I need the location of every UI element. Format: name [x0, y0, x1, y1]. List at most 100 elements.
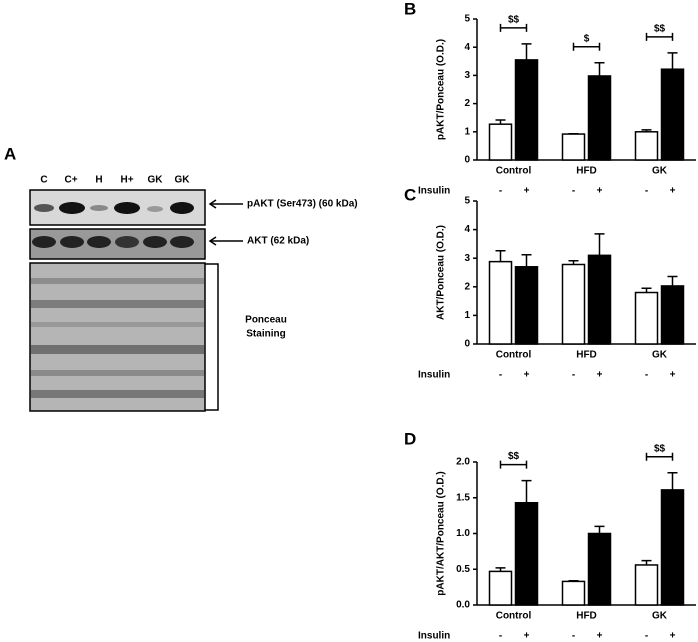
stain-label: Staining — [246, 329, 285, 340]
x-tick-label: GK — [652, 166, 668, 177]
blot-akt — [29, 228, 206, 260]
bar — [587, 532, 612, 606]
y-tick-label: 2 — [464, 98, 470, 109]
y-tick-label: 0.0 — [456, 600, 470, 611]
y-tick-label: 3 — [464, 253, 470, 264]
lane-label: GK — [148, 175, 164, 186]
x-tick-label: HFD — [576, 166, 597, 177]
panel-label: C — [404, 185, 416, 204]
x-tick-label: GK — [652, 611, 668, 622]
insulin-sign: + — [670, 370, 676, 381]
error-bar — [568, 579, 579, 582]
bar — [660, 489, 685, 606]
significance-bracket — [645, 452, 674, 461]
y-tick-label: 5 — [464, 196, 470, 207]
insulin-sign: - — [645, 370, 648, 381]
error-bar — [594, 61, 605, 76]
error-bar — [495, 567, 506, 572]
stain-label: Ponceau — [245, 315, 287, 326]
insulin-sign: - — [572, 631, 575, 642]
band-label: AKT (62 kDa) — [247, 236, 309, 247]
insulin-sign: - — [499, 370, 502, 381]
insulin-sign: - — [499, 186, 502, 197]
significance-bracket — [645, 32, 674, 41]
x-tick-label: Control — [496, 611, 532, 622]
y-tick-label: 0 — [464, 155, 470, 166]
y-tick-label: 5 — [464, 14, 470, 25]
insulin-sign: + — [524, 186, 530, 197]
insulin-sign: + — [524, 631, 530, 642]
insulin-sign: + — [597, 370, 603, 381]
x-tick-label: Control — [496, 166, 532, 177]
error-bar — [521, 479, 532, 503]
significance-label: $$ — [508, 14, 520, 25]
bar — [587, 75, 612, 161]
bar — [514, 266, 539, 345]
y-tick-label: 1.0 — [456, 528, 470, 539]
significance-label: $$ — [654, 23, 666, 34]
significance-bracket — [499, 23, 528, 32]
x-tick-label: GK — [652, 350, 668, 361]
error-bar — [495, 119, 506, 125]
significance-bracket — [572, 42, 601, 51]
error-bar — [594, 233, 605, 256]
panel-label: B — [404, 0, 416, 18]
y-tick-label: 4 — [464, 42, 470, 53]
y-tick-label: 4 — [464, 224, 470, 235]
bar — [488, 123, 513, 161]
x-tick-label: Control — [496, 350, 532, 361]
error-bar — [521, 254, 532, 267]
significance-label: $ — [584, 33, 590, 44]
lane-label: GK — [175, 175, 191, 186]
significance-bracket — [499, 460, 528, 469]
y-tick-label: 0 — [464, 339, 470, 350]
bar — [514, 502, 539, 606]
significance-label: $$ — [508, 451, 520, 462]
y-tick-label: 3 — [464, 70, 470, 81]
lane-label: H — [95, 175, 102, 186]
bar — [561, 133, 586, 161]
bar — [488, 260, 513, 345]
insulin-sign: + — [524, 370, 530, 381]
x-tick-label: HFD — [576, 350, 597, 361]
error-bar — [667, 275, 678, 286]
error-bar — [667, 52, 678, 70]
y-tick-label: 0.5 — [456, 564, 470, 575]
insulin-sign: - — [645, 186, 648, 197]
y-tick-label: 1 — [464, 126, 470, 137]
bar — [561, 263, 586, 345]
insulin-sign: - — [572, 370, 575, 381]
bar — [634, 291, 659, 345]
error-bar — [641, 559, 652, 565]
insulin-sign: + — [670, 186, 676, 197]
y-tick-label: 2.0 — [456, 457, 470, 468]
error-bar — [495, 250, 506, 262]
error-bar — [641, 287, 652, 293]
insulin-sign: + — [670, 631, 676, 642]
bar — [561, 580, 586, 606]
insulin-sign: - — [499, 631, 502, 642]
row-label: Insulin — [418, 370, 450, 381]
y-axis-label: pAKT/AKT/Ponceau (O.D.) — [436, 471, 447, 595]
blot-ponceau — [29, 262, 206, 412]
lane-label: H+ — [120, 175, 133, 186]
bar — [660, 285, 685, 345]
error-bar — [667, 471, 678, 490]
x-tick-label: HFD — [576, 611, 597, 622]
y-axis-label: pAKT/Ponceau (O.D.) — [436, 39, 447, 140]
bar — [634, 131, 659, 161]
error-bar — [521, 43, 532, 60]
row-label: Insulin — [418, 186, 450, 197]
insulin-sign: - — [572, 186, 575, 197]
bar — [587, 254, 612, 345]
blot-pakt — [29, 189, 206, 226]
y-tick-label: 2 — [464, 281, 470, 292]
arrows — [205, 199, 243, 411]
error-bar — [594, 525, 605, 534]
insulin-sign: + — [597, 631, 603, 642]
bar — [514, 59, 539, 161]
band-label: pAKT (Ser473) (60 kDa) — [247, 199, 358, 210]
insulin-sign: + — [597, 186, 603, 197]
error-bar — [641, 129, 652, 132]
